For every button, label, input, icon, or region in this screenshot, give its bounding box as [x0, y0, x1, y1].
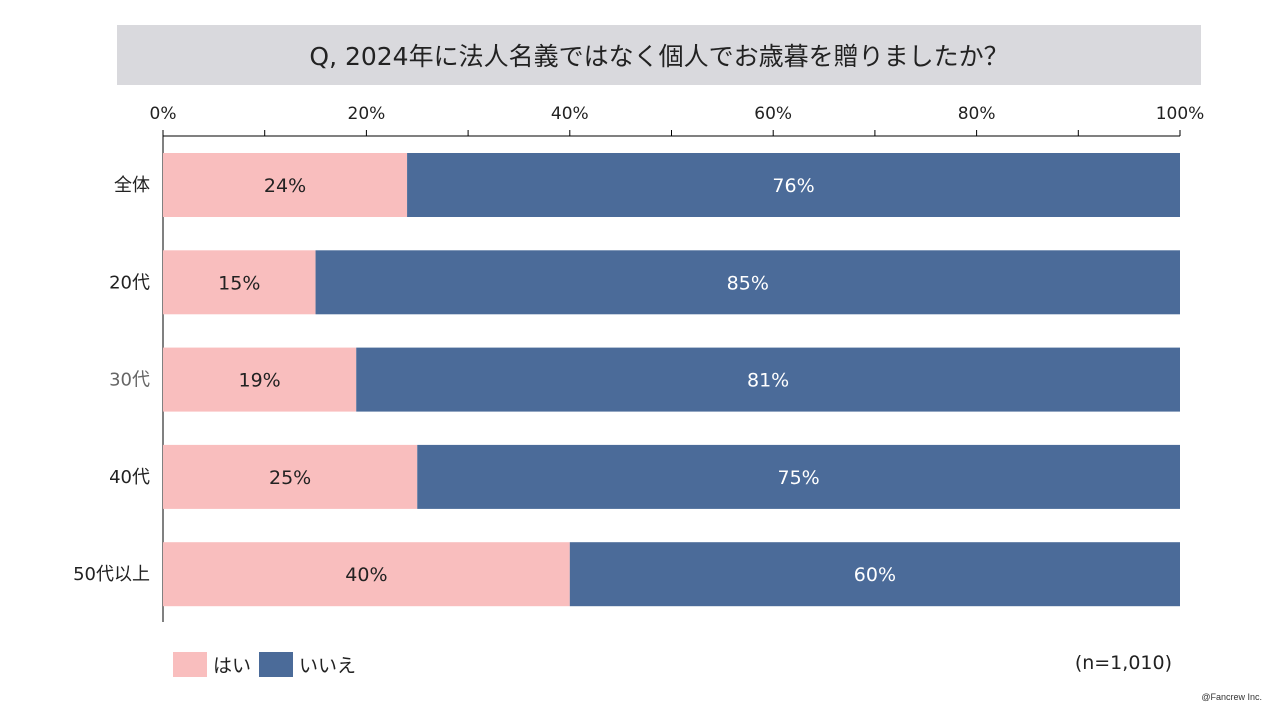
category-label: 30代: [109, 370, 150, 391]
data-label: 75%: [778, 467, 820, 489]
category-label: 全体: [114, 175, 150, 196]
data-label: 15%: [218, 272, 260, 294]
x-tick-label: 100%: [1156, 104, 1205, 124]
bar-segment-yes: [163, 347, 357, 412]
x-tick-label: 60%: [754, 104, 792, 124]
bar-segment-yes: [163, 444, 418, 509]
legend-label-yes: はい: [213, 655, 252, 677]
bar-segment-yes: [163, 153, 408, 217]
legend-swatch-yes: [173, 652, 207, 677]
bar-segment-no: [407, 153, 1181, 217]
category-label: 40代: [109, 467, 150, 488]
bar-segment-no: [417, 444, 1180, 509]
data-label: 85%: [727, 272, 769, 294]
data-label: 40%: [345, 564, 387, 586]
data-label: 19%: [238, 370, 280, 392]
bar-segment-no: [569, 542, 1180, 607]
data-label: 25%: [269, 467, 311, 489]
x-tick-label: 80%: [958, 104, 996, 124]
bar-segment-yes: [163, 250, 316, 315]
legend-item-yes: はい: [173, 651, 251, 678]
chart-title: Q, 2024年に法人名義ではなく個人でお歳暮を贈りましたか？: [117, 25, 1201, 85]
category-label: 20代: [109, 272, 150, 293]
credit: @Fancrew Inc.: [1201, 692, 1262, 702]
category-label: 50代以上: [73, 564, 150, 585]
x-tick-label: 0%: [150, 104, 177, 124]
data-label: 81%: [747, 370, 789, 392]
data-label: 24%: [264, 175, 306, 197]
bar-segment-no: [356, 347, 1181, 412]
bar-segment-yes: [163, 542, 570, 607]
sample-size-note: (n=1,010): [1074, 652, 1172, 674]
data-label: 60%: [854, 564, 896, 586]
legend-item-no: いいえ: [259, 651, 356, 678]
data-label: 76%: [772, 175, 814, 197]
x-tick-label: 20%: [348, 104, 386, 124]
legend-swatch-no: [259, 652, 294, 677]
bar-segment-no: [315, 250, 1180, 315]
x-tick-label: 40%: [551, 104, 589, 124]
legend-label-no: いいえ: [299, 655, 357, 677]
legend: はい いいえ: [173, 651, 364, 678]
